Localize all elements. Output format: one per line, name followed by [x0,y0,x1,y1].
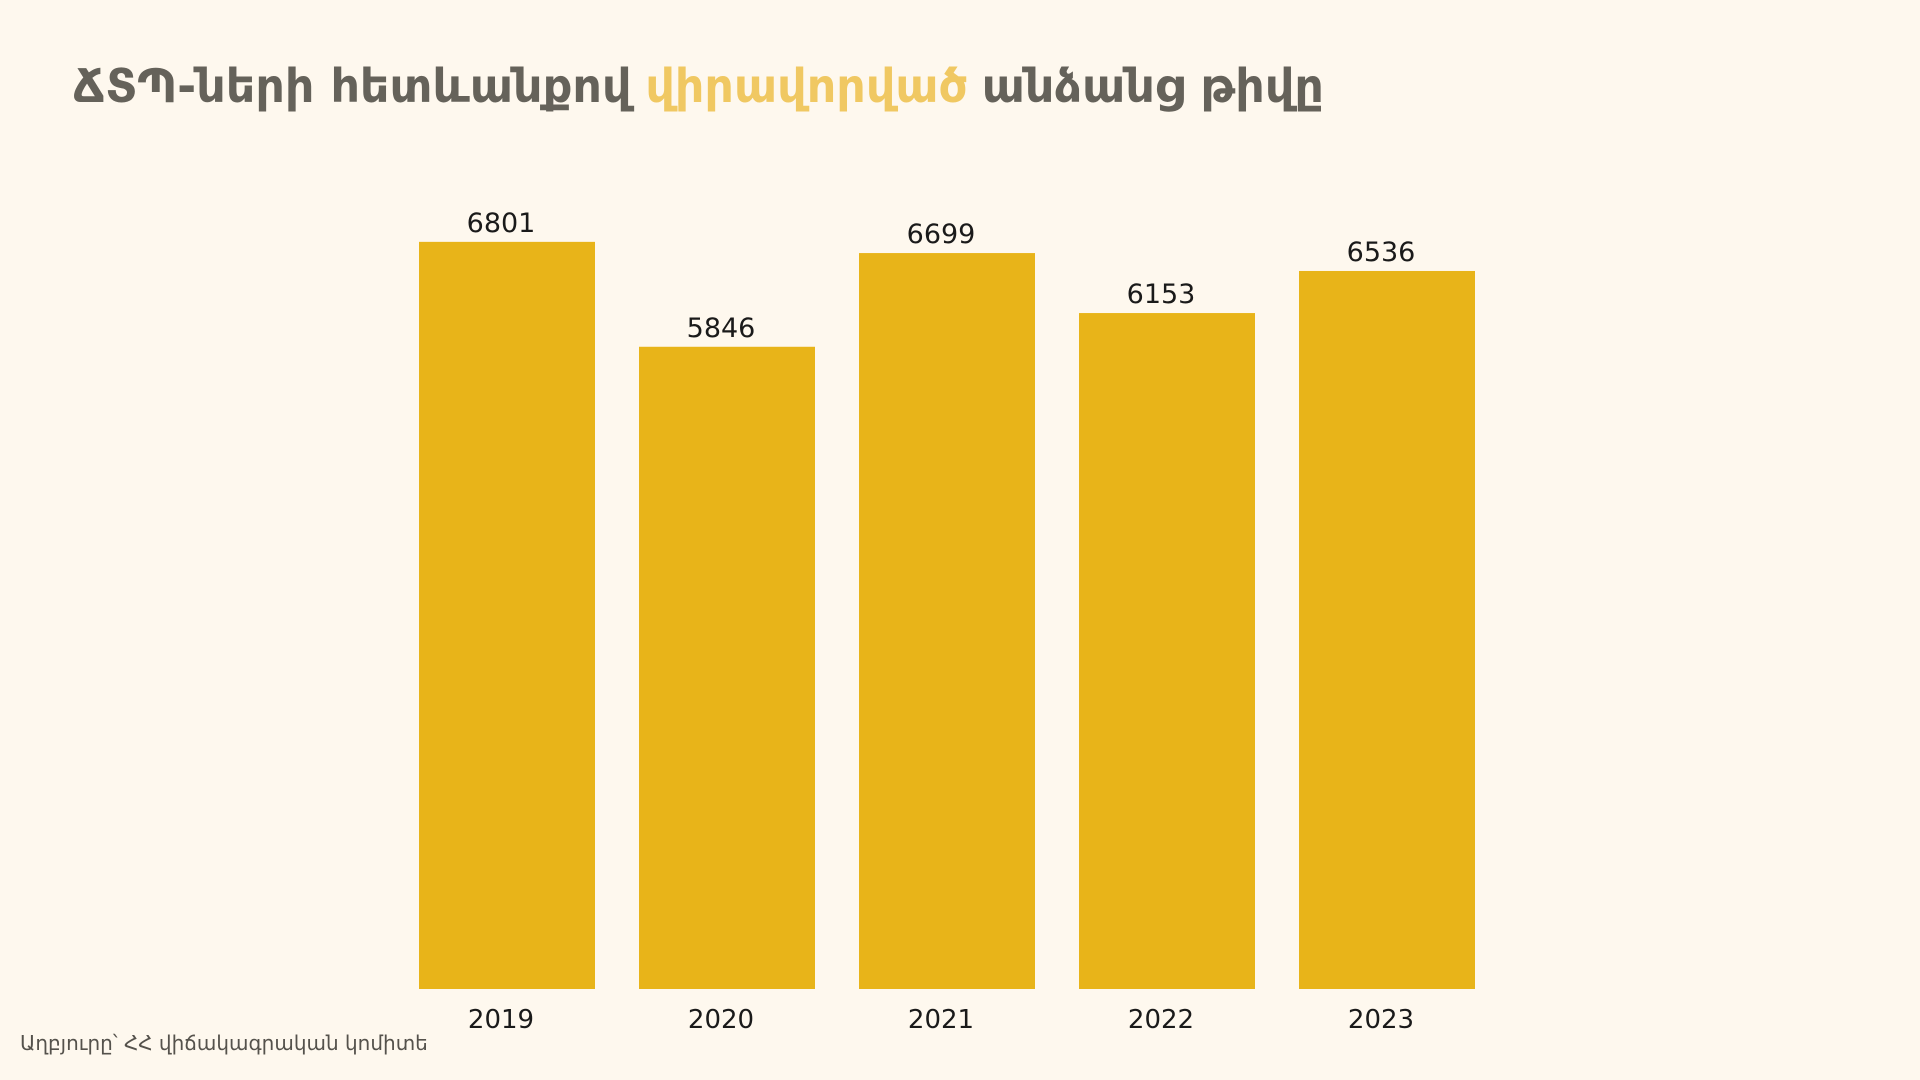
source-note: Աղբյուրը՝ ՀՀ վիճակագրական կոմիտե [20,1031,428,1055]
x-tick-label: 2023 [1348,1005,1414,1035]
x-tick-label: 2022 [1128,1005,1194,1035]
bar [859,253,1035,989]
x-tick-label: 2020 [688,1005,754,1035]
x-tick-label: 2019 [468,1005,534,1035]
bar [639,346,815,989]
chart-title: ՃՏՊ-ների հետևանքով վիրավորված անձանց թիվը [73,59,1324,113]
title-part: ՃՏՊ-ների հետևանքով [73,59,635,113]
value-label: 6153 [1127,279,1196,310]
value-label: 6699 [907,219,976,250]
bar [1299,270,1475,989]
value-label: 6801 [467,208,536,239]
title-highlight: վիրավորված [645,59,968,113]
value-label: 6536 [1347,237,1416,268]
bar [1079,313,1255,989]
title-part: անձանց թիվը [982,59,1324,113]
bar [419,241,595,989]
value-label: 5846 [687,313,756,344]
x-tick-label: 2021 [908,1005,974,1035]
